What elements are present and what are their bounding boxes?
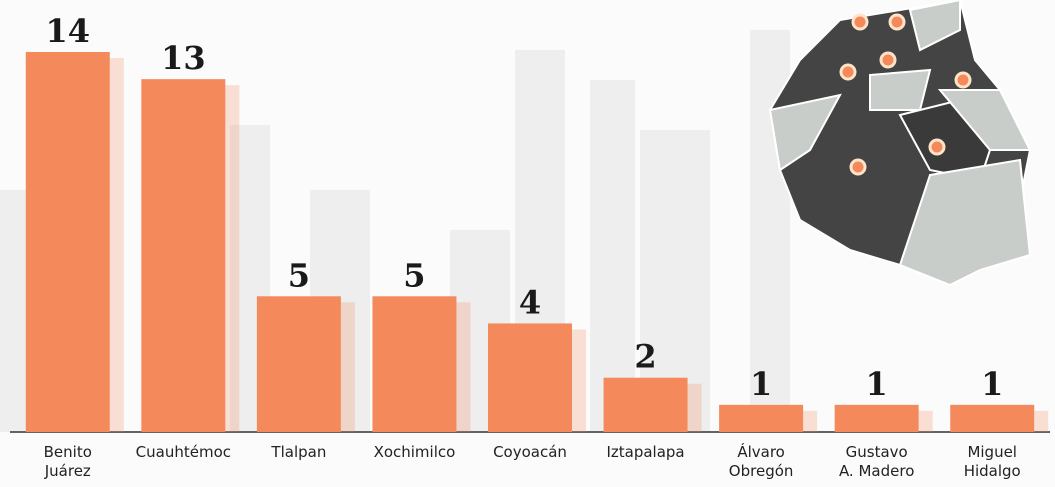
value-label: 5	[288, 256, 310, 294]
bar	[256, 296, 341, 432]
map	[768, 0, 1032, 287]
bar-shadow	[1034, 410, 1049, 432]
value-label: 1	[866, 365, 888, 403]
bar-shadow	[918, 410, 933, 432]
value-label: 5	[403, 256, 425, 294]
x-tick-label-line: Benito	[44, 443, 92, 461]
bar	[834, 404, 919, 432]
bar-shadow	[109, 58, 124, 432]
bar	[372, 296, 457, 432]
x-tick-label-line: Tlalpan	[270, 443, 326, 461]
bar	[950, 404, 1035, 432]
x-tick-label: Tlalpan	[270, 443, 326, 461]
bar-shadow	[225, 85, 240, 433]
bar	[603, 377, 688, 432]
bar	[141, 79, 226, 433]
value-label: 14	[46, 12, 91, 50]
x-tick-label-line: Hidalgo	[964, 462, 1021, 480]
bar	[488, 323, 572, 432]
x-tick-label-line: Álvaro	[737, 442, 785, 461]
x-tick-label: Coyoacán	[493, 443, 567, 461]
bar	[25, 52, 110, 432]
bar-shadow	[572, 329, 586, 432]
bar-shadow	[803, 410, 818, 432]
x-tick-label-line: Obregón	[729, 462, 794, 480]
x-tick-label: Cuauhtémoc	[136, 443, 231, 461]
x-tick-label-line: Juárez	[44, 462, 91, 480]
x-tick-label-line: Gustavo	[846, 443, 908, 461]
bar-shadow	[687, 383, 702, 432]
x-tick-label: Álvaro Obregón	[729, 442, 794, 480]
x-tick-label: Gustavo A. Madero	[839, 443, 914, 480]
bar-shadow	[340, 302, 355, 432]
value-label: 4	[519, 283, 541, 321]
x-tick-label-line: Coyoacán	[493, 443, 567, 461]
value-label: 1	[981, 365, 1003, 403]
bar-shadow	[456, 302, 471, 432]
x-tick-label-line: A. Madero	[839, 462, 914, 480]
value-label: 13	[161, 39, 206, 77]
bar	[719, 404, 804, 432]
value-label: 2	[634, 338, 656, 376]
x-tick-label-line: Iztapalapa	[606, 443, 684, 461]
x-tick-label: Iztapalapa	[606, 443, 684, 461]
x-tick-label: Benito Juárez	[44, 443, 92, 480]
x-tick-label-line: Xochimilco	[374, 443, 456, 461]
x-tick-label-line: Cuauhtémoc	[136, 443, 231, 461]
value-label: 1	[750, 365, 772, 403]
x-tick-label: Miguel Hidalgo	[964, 443, 1021, 480]
x-tick-label-line: Miguel	[967, 443, 1017, 461]
x-tick-label: Xochimilco	[374, 443, 456, 461]
